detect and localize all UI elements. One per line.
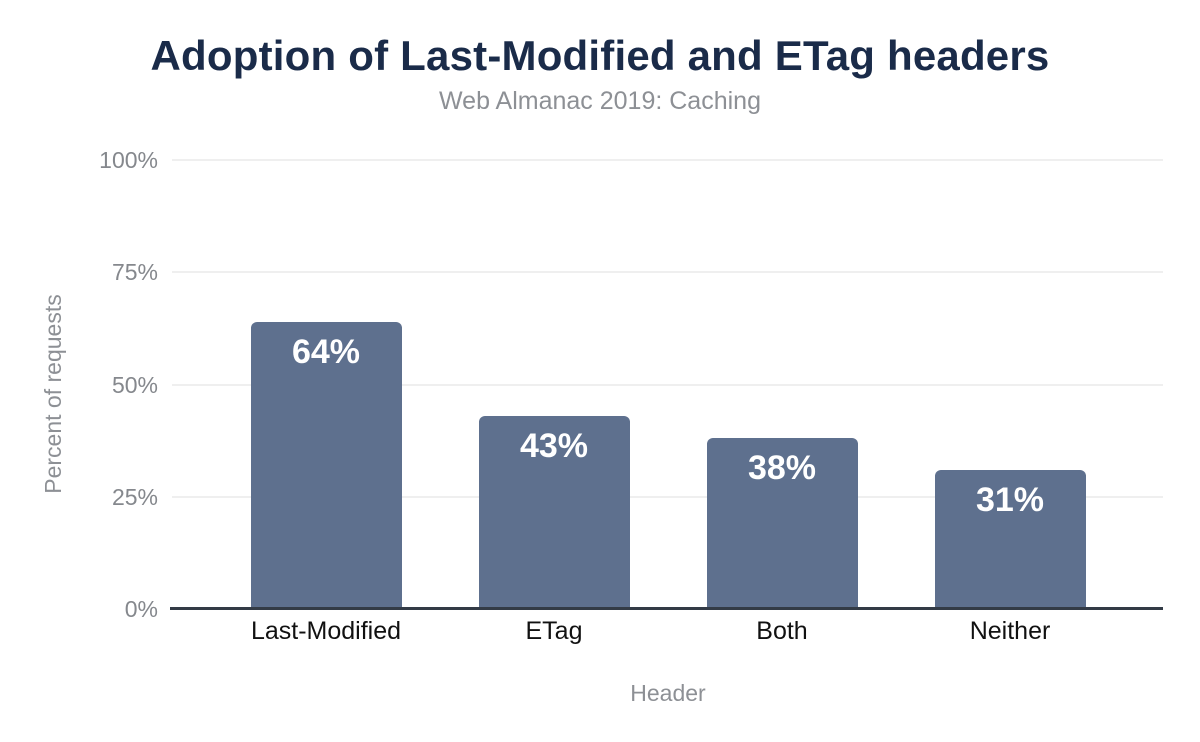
y-tick-label-75: 75% bbox=[111, 259, 158, 286]
gridline-50 bbox=[172, 383, 1163, 386]
gridline-100 bbox=[172, 159, 1163, 161]
x-axis-title: Header bbox=[630, 680, 706, 706]
bar-last-modified: 64% bbox=[250, 321, 402, 609]
bar-value-label-neither: 31% bbox=[975, 480, 1045, 519]
x-category-label-both: Both bbox=[756, 617, 808, 645]
bar-value-label-etag: 43% bbox=[519, 426, 589, 465]
bar-neither: 31% bbox=[934, 469, 1086, 609]
bar-etag: 43% bbox=[478, 415, 630, 609]
bar-both: 38% bbox=[706, 438, 858, 609]
y-tick-label-100: 100% bbox=[99, 147, 158, 173]
chart-subtitle: Web Almanac 2019: Caching bbox=[439, 87, 761, 115]
x-category-label-last-modified: Last-Modified bbox=[250, 617, 402, 645]
gridline-75 bbox=[172, 271, 1163, 274]
chart-title: Adoption of Last-Modified and ETag heade… bbox=[150, 32, 1050, 79]
x-category-label-neither: Neither bbox=[969, 617, 1051, 645]
x-category-label-etag: ETag bbox=[525, 617, 583, 645]
y-tick-label-25: 25% bbox=[111, 483, 158, 510]
y-tick-label-50: 50% bbox=[111, 371, 158, 398]
bar-value-label-last-modified: 64% bbox=[291, 332, 361, 371]
x-axis-line bbox=[170, 607, 1163, 610]
y-tick-label-0: 0% bbox=[124, 596, 158, 622]
gridline-25 bbox=[172, 495, 1163, 498]
bar-value-label-both: 38% bbox=[747, 449, 817, 488]
